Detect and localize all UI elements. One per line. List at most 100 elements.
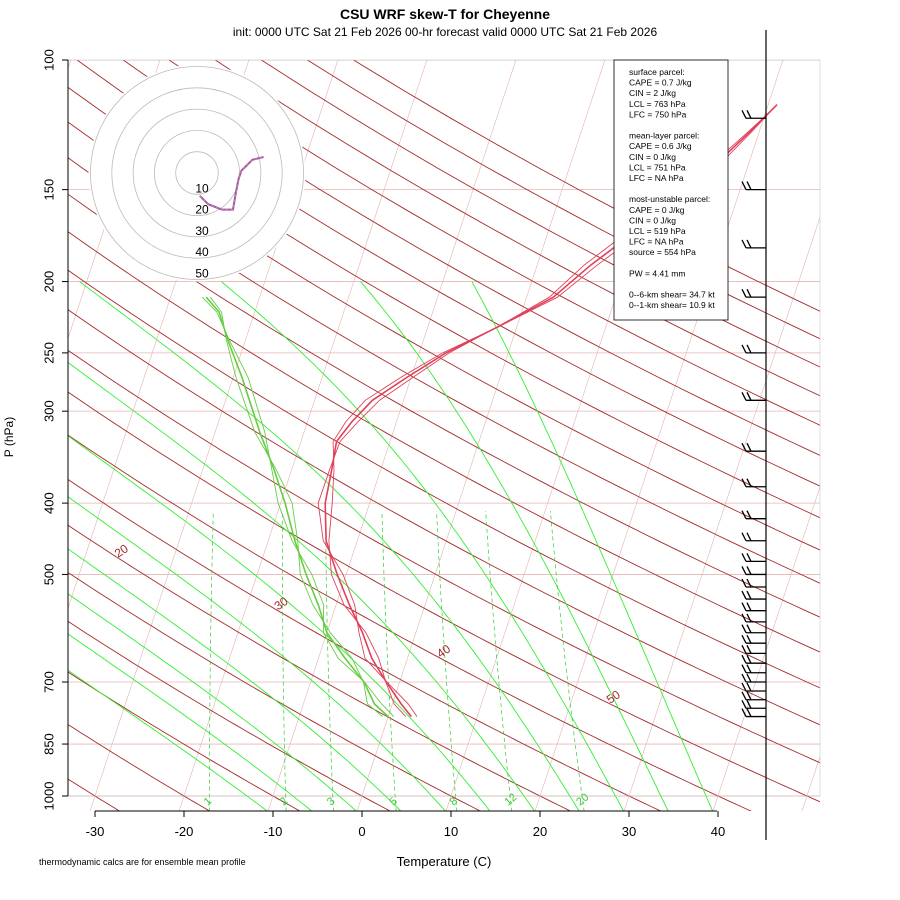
mixing-ratio-line [282,510,287,811]
dry-adiabat [215,60,820,397]
info-box-line: LCL = 763 hPa [629,99,686,109]
moist-adiabat [471,281,714,811]
wind-barb-flag [741,590,747,600]
wind-barb-flag [746,578,752,588]
wind-barb-flag [741,645,747,654]
y-tick-label: 400 [41,492,56,514]
wind-barb-flag [741,624,747,634]
mixing-ratio-line [381,510,397,811]
wind-barb [741,708,766,718]
wind-barb [741,664,766,674]
dry-adiabat [68,309,820,726]
moist-adiabat [68,435,491,811]
wind-barb-flag [746,442,752,452]
isotherm [356,60,606,811]
dry-adiabat [68,571,482,811]
wind-barb [741,624,766,634]
wind-barb-flag [746,181,752,190]
chart-subtitle: init: 0000 UTC Sat 21 Feb 2026 00-hr for… [232,25,658,39]
hodograph-background [88,64,306,282]
info-box-line: CAPE = 0 J/kg [629,205,685,215]
hodograph-ring-label: 50 [195,267,209,281]
y-axis-label: P (hPa) [2,417,16,457]
wind-barb-flag [746,645,752,654]
mixing-ratio-line [436,510,458,811]
moist-adiabat [68,361,536,811]
isotherm [178,60,428,811]
wind-barb [741,566,766,576]
info-box-line: 0--6-km shear= 34.7 kt [629,290,715,300]
wind-barb-flag [741,634,747,644]
mixing-ratio-label: 5 [387,795,399,808]
y-tick-label: 200 [41,271,56,293]
wind-barb-flag [746,673,752,683]
hodograph-ring-label: 30 [195,224,209,238]
wind-barb-flag [741,181,747,190]
info-box-line: CIN = 0 J/kg [629,215,676,225]
wind-barb-flag [746,682,752,692]
y-tick-label: 850 [41,733,56,755]
wind-barb-flag [741,602,747,611]
wind-barb-flag [746,532,752,542]
wind-barb-flag [741,699,747,709]
dry-adiabat [68,231,820,653]
wind-barb [741,634,766,644]
wind-barb [741,392,766,401]
dry-adiabat [68,391,820,803]
mixing-ratio-line [485,510,513,811]
dry-adiabat [307,60,820,340]
wind-barb-flag [741,682,747,692]
wind-barb-flag [746,708,752,717]
info-box-line: CIN = 0 J/kg [629,152,676,162]
wind-barb [741,645,766,654]
wind-barb-flag [741,578,747,588]
mixing-ratio-label: 8 [448,795,460,808]
hodograph-ring [175,151,219,195]
dry-adiabat [68,524,572,811]
dry-adiabat [68,269,820,689]
x-tick-label: -10 [264,824,283,839]
chart-title: CSU WRF skew-T for Cheyenne [339,6,551,22]
wind-barb-flag [741,442,747,452]
wind-barb-flag [746,654,752,664]
dry-adiabat [68,434,752,811]
wind-barb-flag [746,699,752,709]
wind-barb [741,613,766,623]
y-tick-label: 700 [41,671,56,693]
dewpoint-line [205,296,389,718]
wind-barb [741,691,766,701]
mixing-ratio-line [325,510,334,811]
x-tick-label: -20 [175,824,194,839]
mixing-ratio-line [550,510,585,811]
wind-barb [741,239,766,249]
wind-barb [741,673,766,683]
wind-barb [741,654,766,664]
footnote: thermodynamic calcs are for ensemble mea… [39,857,246,867]
x-tick-label: 0 [358,824,365,839]
hodograph-ring [132,108,262,238]
y-tick-label: 150 [41,179,56,201]
hodograph-ring-label: 40 [195,245,209,259]
info-box-line: CIN = 2 J/kg [629,88,676,98]
wind-barb-flag [741,109,747,119]
x-axis-label: Temperature (C) [397,854,492,869]
wind-barb [741,682,766,692]
info-box-line: LCL = 751 hPa [629,162,686,172]
dry-adiabat [68,724,211,811]
info-box-line: 0--1-km shear= 10.9 kt [629,300,715,310]
y-tick-label: 250 [41,342,56,364]
info-box-line: PW = 4.41 mm [629,268,685,278]
wind-barb-flag [746,566,752,575]
info-box-line: mean-layer parcel: [629,131,699,141]
wind-barb-flag [741,392,747,401]
dry-adiabat [68,349,820,764]
hodograph-ring-label: 10 [195,181,209,195]
wind-barb-flag [746,602,752,611]
wind-barb-flag [746,634,752,644]
dry-adiabat [68,193,820,618]
hodograph-ring [111,87,283,259]
wind-barb-flag [746,624,752,634]
moist-adiabat [79,281,580,811]
wind-barb-flag [741,691,747,701]
